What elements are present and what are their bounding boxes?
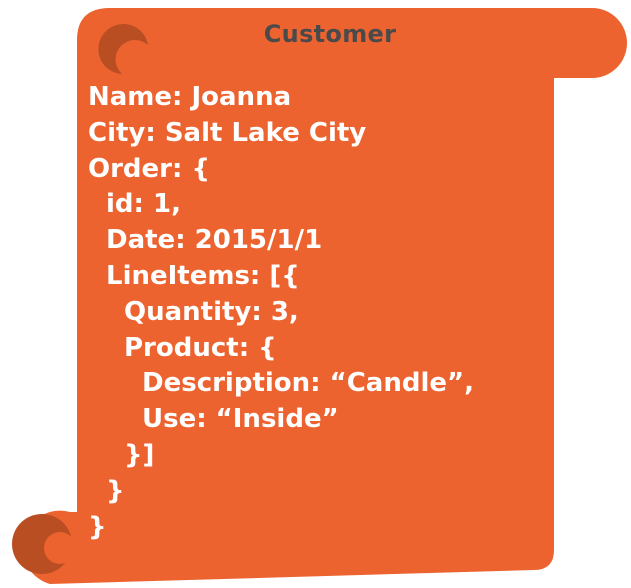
code-line: Use: “Inside” xyxy=(142,404,339,435)
code-line: id: 1, xyxy=(106,189,181,220)
code-line: Date: 2015/1/1 xyxy=(106,225,323,256)
code-line: Product: { xyxy=(124,332,277,363)
top-curl-icon xyxy=(98,24,148,74)
code-line: LineItems: [{ xyxy=(106,260,300,291)
code-line: Quantity: 3, xyxy=(124,296,299,327)
scroll-title: Customer xyxy=(263,20,397,48)
code-line: } xyxy=(88,511,107,542)
code-line: Description: “Candle”, xyxy=(142,368,474,399)
code-line: City: Salt Lake City xyxy=(88,117,367,148)
code-block: Name: Joanna City: Salt Lake City Order: {… xyxy=(88,80,474,545)
code-line: }] xyxy=(124,439,155,470)
code-line: Order: { xyxy=(88,153,210,184)
bottom-curl-inner xyxy=(44,532,76,564)
scroll-body xyxy=(22,8,628,584)
code-line: Name: Joanna xyxy=(88,82,292,112)
code-line: } xyxy=(106,475,125,506)
